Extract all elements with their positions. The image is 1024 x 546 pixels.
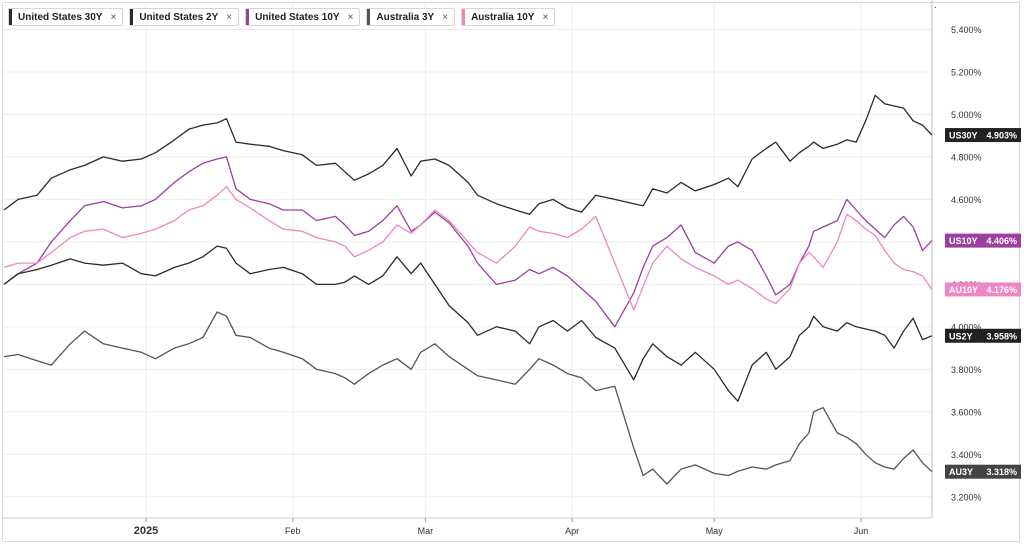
close-icon[interactable]: ×	[542, 11, 549, 23]
value-tag-us2y: US2Y 3.958%	[945, 328, 1021, 343]
legend-chip-us10y[interactable]: United States 10Y ×	[245, 8, 361, 26]
legend-label: Australia 3Y	[376, 11, 435, 23]
legend-chip-au10y[interactable]: Australia 10Y ×	[461, 8, 556, 26]
value-tag-value: 4.903%	[986, 131, 1017, 141]
series-line-au3y	[3, 311, 933, 485]
y-tick-label: 5.000%	[951, 110, 982, 120]
legend-chip-us30y[interactable]: United States 30Y ×	[8, 8, 124, 26]
legend-label: United States 2Y	[139, 11, 219, 23]
legend-color-swatch	[246, 9, 250, 25]
value-tag-value: 4.406%	[986, 236, 1017, 246]
legend-label: United States 10Y	[255, 11, 340, 23]
y-tick-label: 4.800%	[951, 152, 982, 162]
series-layer	[3, 94, 933, 485]
value-tag-symbol: US2Y	[949, 331, 973, 341]
x-tick-label: Feb	[285, 526, 301, 536]
x-tick-label: Jun	[854, 526, 869, 536]
value-tag-au10y: AU10Y 4.176%	[945, 282, 1021, 297]
legend-label: Australia 10Y	[471, 11, 535, 23]
series-line-us30y	[3, 94, 933, 215]
value-tag-bg	[945, 128, 1021, 143]
value-tag-bg	[945, 282, 1021, 297]
value-tag-bg	[945, 328, 1021, 343]
value-tag-value: 3.318%	[986, 467, 1017, 477]
x-tick-label: 2025	[134, 525, 158, 537]
y-tick-label: 4.600%	[951, 195, 982, 205]
x-axis: 2025 Feb Mar Apr May Jun	[134, 518, 868, 537]
legend-label: United States 30Y	[18, 11, 103, 23]
close-icon[interactable]: ×	[226, 11, 233, 23]
y-tick-label: 3.400%	[951, 450, 982, 460]
close-icon[interactable]: ×	[347, 11, 354, 23]
grid-lines	[2, 0, 933, 519]
y-tick-label: 5.400%	[951, 25, 982, 35]
value-tag-symbol: AU3Y	[949, 467, 973, 477]
legend-chip-us2y[interactable]: United States 2Y ×	[129, 8, 240, 26]
legend-color-swatch	[9, 9, 12, 25]
series-line-us10y	[3, 156, 933, 328]
close-icon[interactable]: ×	[442, 11, 449, 23]
y-tick-label: 3.800%	[951, 365, 982, 375]
value-tag-symbol: US10Y	[949, 236, 978, 246]
last-value-tags: US30Y 4.903% US10Y 4.406% AU10Y 4.176% US2Y 3.9…	[945, 128, 1021, 479]
value-tag-bg	[945, 464, 1021, 479]
legend-color-swatch	[462, 9, 466, 25]
legend-color-swatch	[367, 9, 371, 25]
value-tag-value: 3.958%	[986, 331, 1017, 341]
y-axis: 3.200%3.400%3.600%3.800%4.000%4.200%4.40…	[951, 25, 982, 502]
y-tick-label: 3.200%	[951, 492, 982, 502]
value-tag-symbol: AU10Y	[949, 285, 978, 295]
value-tag-symbol: US30Y	[949, 131, 978, 141]
value-tag-us30y: US30Y 4.903%	[945, 128, 1021, 143]
legend: United States 30Y × United States 2Y × U…	[8, 8, 556, 26]
series-line-au10y	[3, 186, 933, 311]
value-tag-value: 4.176%	[986, 285, 1017, 295]
series-line-us2y	[3, 245, 933, 402]
y-tick-label: 3.600%	[951, 407, 982, 417]
menu-dot-icon[interactable]: ·	[934, 2, 937, 12]
x-tick-label: Apr	[565, 526, 579, 536]
y-tick-label: 5.200%	[951, 67, 982, 77]
y-tick-label: 4.000%	[951, 322, 982, 332]
x-tick-label: Mar	[418, 526, 434, 536]
value-tag-au3y: AU3Y 3.318%	[945, 464, 1021, 479]
value-tag-us10y: US10Y 4.406%	[945, 233, 1021, 248]
legend-chip-au3y[interactable]: Australia 3Y ×	[366, 8, 456, 26]
x-tick-label: May	[706, 526, 724, 536]
close-icon[interactable]: ×	[110, 11, 117, 23]
value-tag-bg	[945, 233, 1021, 248]
legend-color-swatch	[130, 9, 134, 25]
